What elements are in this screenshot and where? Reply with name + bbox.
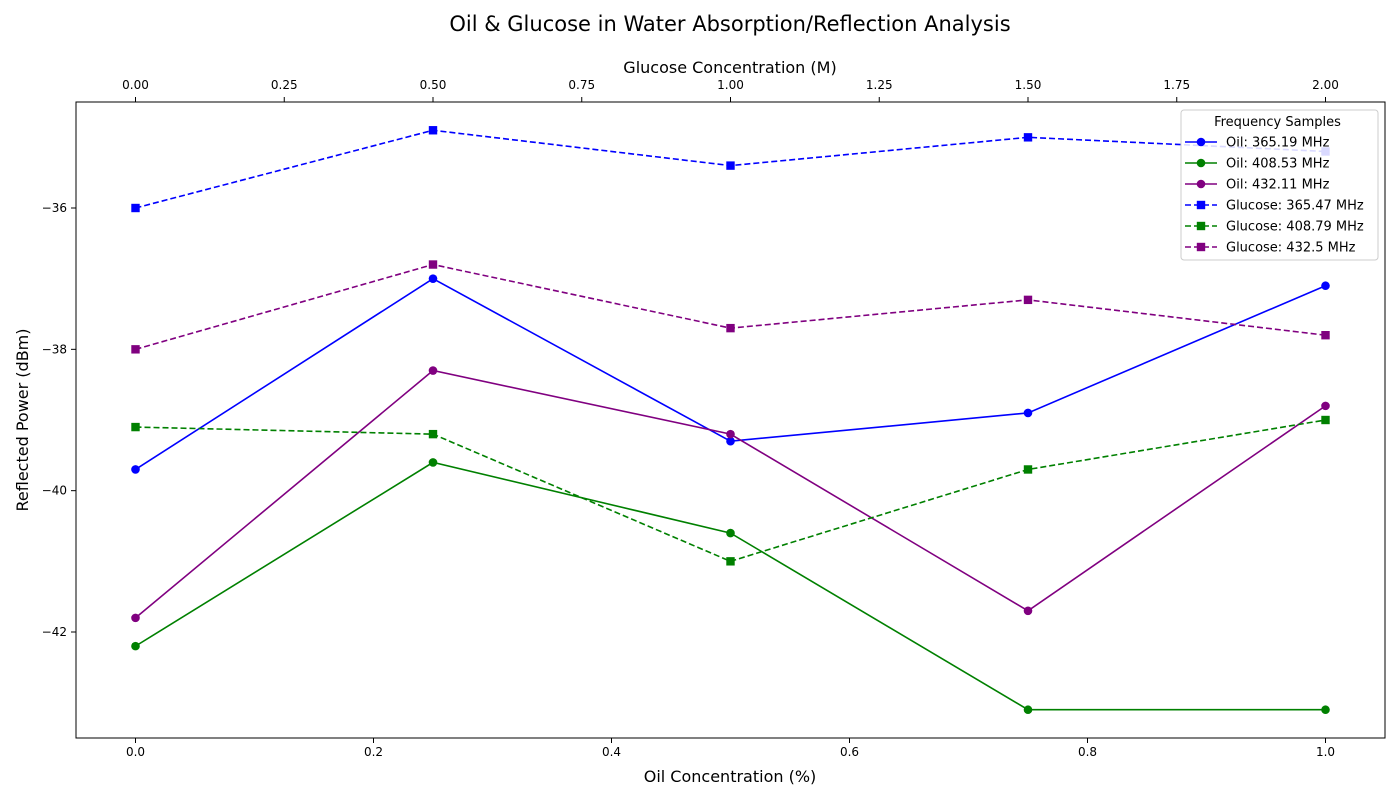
legend-label: Oil: 365.19 MHz [1226,136,1330,151]
x2-tick-label: 1.75 [1163,78,1190,92]
data-point [131,613,140,623]
data-point [726,557,735,566]
y-axis-label: Reflected Power (dBm) [13,329,32,512]
data-point [1321,415,1330,425]
y-tick-label: −36 [42,201,67,215]
legend-item: Oil: 365.19 MHz [1185,136,1330,151]
legend-item: Glucose: 432.5 MHz [1185,241,1356,256]
x-tick-label: 1.0 [1316,745,1335,759]
y-tick-label: −40 [42,484,67,498]
axis-ticks: 0.0 0.2 0.4 0.6 0.8 1.0 0.00 0.25 0.50 0.75 1.00 1.… [42,78,1339,759]
x2-tick-label: 1.25 [866,78,893,92]
y-tick-label: −42 [42,625,67,639]
series-line [135,263,1326,351]
data-point [428,366,438,375]
chart-title: Oil & Glucose in Water Absorption/Reflec… [449,12,1010,36]
legend-item: Glucose: 408.79 MHz [1185,220,1364,235]
data-point [1023,606,1033,616]
legend-marker [1196,200,1206,210]
x-tick-label: 0.8 [1078,745,1097,759]
data-point [1023,465,1033,474]
x2-tick-label: 2.00 [1312,78,1339,92]
series-4 [131,415,1330,566]
series-1 [131,458,1330,715]
data-point [726,429,735,439]
legend-marker [1196,221,1206,231]
y-tick-label: −38 [42,342,67,356]
x2-tick-label: 0.25 [271,78,298,92]
legend-label: Oil: 432.11 MHz [1226,178,1330,193]
series-3 [131,126,1330,213]
legend-item: Oil: 432.11 MHz [1185,178,1330,193]
series-0 [131,274,1330,474]
data-point [131,465,140,474]
data-point [726,528,735,538]
bottom-axis-label: Oil Concentration (%) [644,767,817,786]
x-tick-label: 0.0 [126,745,145,759]
series-5 [131,260,1330,354]
top-axis-label: Glucose Concentration (M) [623,58,836,77]
data-point [726,323,735,333]
x-tick-label: 0.4 [602,745,621,759]
data-point [131,641,140,651]
plot-area [131,126,1330,715]
data-point [428,429,438,439]
x2-tick-label: 1.00 [717,78,744,92]
legend-item: Glucose: 365.47 MHz [1185,199,1364,214]
x2-tick-label: 0.50 [420,78,447,92]
legend-box [1180,109,1379,261]
data-point [428,260,438,269]
data-point [1023,408,1033,418]
data-point [1023,705,1033,715]
series-line [134,369,1326,619]
series-2 [131,366,1330,623]
data-point [428,126,438,135]
data-point [131,422,140,432]
legend-label: Glucose: 432.5 MHz [1226,241,1356,256]
x2-tick-label: 1.50 [1015,78,1042,92]
series-line [135,461,1326,711]
legend-label: Glucose: 408.79 MHz [1226,220,1364,235]
data-point [428,274,438,283]
data-point [726,161,735,170]
legend-marker [1196,137,1206,147]
x2-tick-label: 0.00 [122,78,149,92]
data-point [131,203,140,213]
data-point [726,436,735,446]
data-point [428,458,438,467]
x-tick-label: 0.6 [840,745,859,759]
data-point [1023,295,1033,305]
legend-title: Frequency Samples [1214,115,1341,130]
legend-marker [1196,242,1206,252]
data-point [131,345,140,354]
x-tick-label: 0.2 [364,745,383,759]
legend-marker [1196,179,1206,189]
legend-item: Oil: 408.53 MHz [1185,157,1330,172]
legend-label: Glucose: 365.47 MHz [1226,199,1364,214]
legend-marker [1196,158,1206,168]
data-point [1321,281,1330,291]
data-point [1321,705,1330,715]
data-point [1321,401,1330,411]
legend-label: Oil: 408.53 MHz [1226,157,1330,172]
x2-tick-label: 0.75 [568,78,595,92]
data-point [1321,331,1330,340]
data-point [1023,133,1033,142]
legend: Frequency Samples Oil: 365.19 MHz Oil: 408… [1180,109,1379,261]
